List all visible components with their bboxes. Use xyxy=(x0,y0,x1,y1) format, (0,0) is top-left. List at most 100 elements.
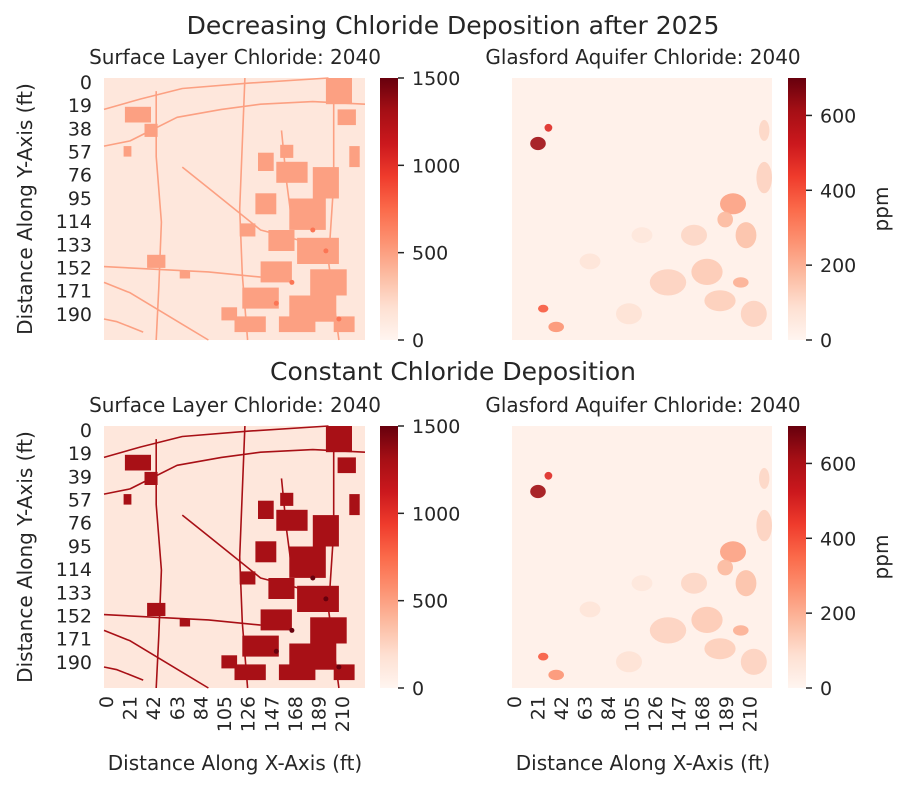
plume xyxy=(733,277,749,288)
plume xyxy=(649,269,687,296)
urban-area xyxy=(242,635,279,657)
urban-area xyxy=(337,457,356,474)
plume xyxy=(735,222,757,249)
x-tick-label: 84 xyxy=(190,696,212,720)
hotspot xyxy=(310,227,316,233)
road-feature xyxy=(103,77,329,111)
colorbar-ticks: 0 500 1000 1500 xyxy=(398,416,460,700)
hotspot xyxy=(289,627,295,633)
row-title-top: Decreasing Chloride Deposition after 202… xyxy=(187,11,720,40)
panel-title: Glasford Aquifer Chloride: 2040 xyxy=(485,393,800,417)
heatmap-features xyxy=(103,425,366,689)
x-tick-label: 168 xyxy=(285,696,307,732)
colorbar: 0 200 400 600 xyxy=(788,426,856,700)
urban-area xyxy=(280,492,294,506)
x-tick-label: 21 xyxy=(120,696,142,720)
urban-area xyxy=(255,193,277,215)
hotspot xyxy=(273,300,279,306)
hotspot xyxy=(289,279,295,285)
plume xyxy=(720,541,746,563)
plume xyxy=(759,119,770,141)
urban-area xyxy=(276,161,308,183)
panel-title: Surface Layer Chloride: 2040 xyxy=(89,393,381,417)
urban-area xyxy=(147,254,166,268)
urban-area xyxy=(239,223,256,237)
colorbar-tick-label: 400 xyxy=(820,528,856,550)
colorbar-tick-label: 500 xyxy=(412,591,448,613)
road-feature xyxy=(103,318,144,333)
colorbar-gradient xyxy=(380,78,398,340)
plume xyxy=(681,224,707,246)
x-tick-label: 0 xyxy=(96,696,118,708)
urban-area xyxy=(124,106,151,123)
road-feature xyxy=(103,100,366,147)
plume xyxy=(681,572,707,594)
urban-area xyxy=(255,541,277,563)
plume xyxy=(544,471,553,480)
urban-area xyxy=(325,78,352,105)
urban-area xyxy=(297,237,339,264)
colorbar-ticks: 0 500 1000 1500 xyxy=(398,68,460,352)
plume xyxy=(548,321,564,333)
road-feature xyxy=(103,448,366,495)
x-tick-label: 147 xyxy=(261,696,283,732)
heatmap-area xyxy=(103,425,366,689)
x-tick-label: 126 xyxy=(238,696,260,732)
heatmap-area xyxy=(512,78,772,340)
urban-area xyxy=(312,515,339,547)
urban-area xyxy=(234,664,266,681)
colorbar: 0 200 400 600 xyxy=(788,78,856,352)
x-tick-label: 105 xyxy=(622,696,644,732)
panel-title: Surface Layer Chloride: 2040 xyxy=(89,45,381,69)
urban-area xyxy=(297,585,339,612)
x-tick-label: 189 xyxy=(716,696,738,732)
plume xyxy=(544,123,553,132)
urban-area xyxy=(278,316,316,333)
urban-area xyxy=(144,123,158,137)
y-tick-label: 95 xyxy=(68,536,92,558)
plume xyxy=(704,290,736,312)
urban-area xyxy=(124,454,151,471)
y-axis-label: Distance Along Y-Axis (ft) xyxy=(13,431,37,683)
x-axis-label: Distance Along X-Axis (ft) xyxy=(516,751,770,775)
y-tick-label: 19 xyxy=(68,95,92,117)
y-tick-label: 76 xyxy=(68,165,92,187)
plume xyxy=(616,303,642,325)
colorbar-tick-label: 1000 xyxy=(412,155,460,177)
urban-area xyxy=(221,655,238,669)
colorbar-tick-label: 200 xyxy=(820,255,856,277)
y-tick-label: 95 xyxy=(68,188,92,210)
plume xyxy=(649,617,687,644)
plume xyxy=(717,559,733,576)
hotspot xyxy=(323,248,329,254)
urban-area xyxy=(310,269,347,296)
colorbar: 0 500 1000 1500 xyxy=(380,416,460,700)
hotspot xyxy=(323,596,329,602)
plume xyxy=(530,136,546,151)
heatmap-area xyxy=(512,426,772,688)
colorbar-tick-label: 400 xyxy=(820,180,856,202)
y-tick-label: 190 xyxy=(56,304,92,326)
urban-area xyxy=(179,270,191,279)
hotspot xyxy=(336,664,342,670)
urban-area xyxy=(349,494,360,516)
urban-area xyxy=(268,578,295,599)
hotspot xyxy=(310,575,316,581)
y-tick-label: 38 xyxy=(68,118,92,140)
x-tick-label: 147 xyxy=(669,696,691,732)
colorbar-tick-label: 1500 xyxy=(412,68,460,90)
urban-area xyxy=(337,109,356,126)
colorbar-label: ppm xyxy=(869,187,893,232)
panel-title: Glasford Aquifer Chloride: 2040 xyxy=(485,45,800,69)
x-tick-label: 63 xyxy=(575,696,597,720)
colorbar: 0 500 1000 1500 xyxy=(380,68,460,352)
plume xyxy=(704,638,736,660)
colorbar-ticks: 0 200 400 600 xyxy=(806,105,856,352)
urban-area xyxy=(239,571,256,585)
colorbar-tick-label: 200 xyxy=(820,603,856,625)
y-tick-label: 152 xyxy=(56,257,92,279)
y-tick-label: 133 xyxy=(56,582,92,604)
y-tick-label: 171 xyxy=(56,629,92,651)
